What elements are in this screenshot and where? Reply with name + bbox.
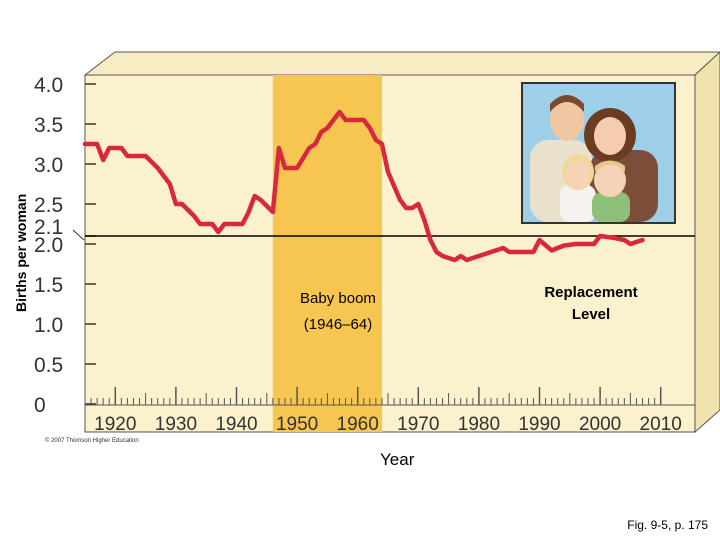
y-axis-label: Births per woman	[13, 194, 29, 312]
y-tick-label: 2.0	[34, 234, 63, 257]
y-tick-label: 0	[34, 394, 46, 417]
y-tick-label: 0.5	[34, 354, 63, 377]
y-tick-label: 3.0	[34, 154, 63, 177]
x-axis-ticks: 1920 1930 1940 1950 1960 1970 1980 1990 2000 2010	[84, 387, 695, 435]
x-tick-label: 1990	[518, 414, 560, 435]
figure-caption: Fig. 9-5, p. 175	[627, 518, 708, 532]
y-tick-label: 2.1	[34, 216, 63, 239]
x-tick-label: 1930	[155, 414, 197, 435]
x-tick-label: 2010	[640, 414, 682, 435]
x-tick-label: 1960	[337, 414, 379, 435]
x-tick-label: 2000	[579, 414, 621, 435]
baby-boom-label: Baby boom (1946–64)	[300, 290, 376, 333]
replacement-level-label: Replacement Level	[544, 284, 637, 323]
y-tick-label: 3.5	[34, 114, 63, 137]
y-tick-label: 1.5	[34, 274, 63, 297]
x-tick-label: 1980	[458, 414, 500, 435]
plot-side-face	[694, 51, 720, 434]
y-tick-label: 1.0	[34, 314, 63, 337]
x-tick-label: 1940	[215, 414, 257, 435]
y-tick-label: 2.5	[34, 194, 63, 217]
plot-top-face	[83, 51, 720, 76]
x-axis-label: Year	[380, 450, 415, 469]
copyright-notice: © 2007 Thomson Higher Education	[45, 437, 139, 444]
y-axis-ticks: 0 0.5 1.0 1.5 2.02.12.5 3.0 3.5 4.0	[34, 74, 96, 417]
fertility-series-line	[82, 109, 645, 263]
y-tick-connector	[72, 229, 85, 241]
x-tick-label: 1920	[94, 414, 136, 435]
baby-boom-shaded-band	[272, 75, 382, 432]
y-tick-label: 4.0	[34, 74, 63, 97]
x-tick-label: 1970	[397, 414, 439, 435]
family-photo	[521, 82, 676, 224]
x-tick-label: 1950	[276, 414, 318, 435]
